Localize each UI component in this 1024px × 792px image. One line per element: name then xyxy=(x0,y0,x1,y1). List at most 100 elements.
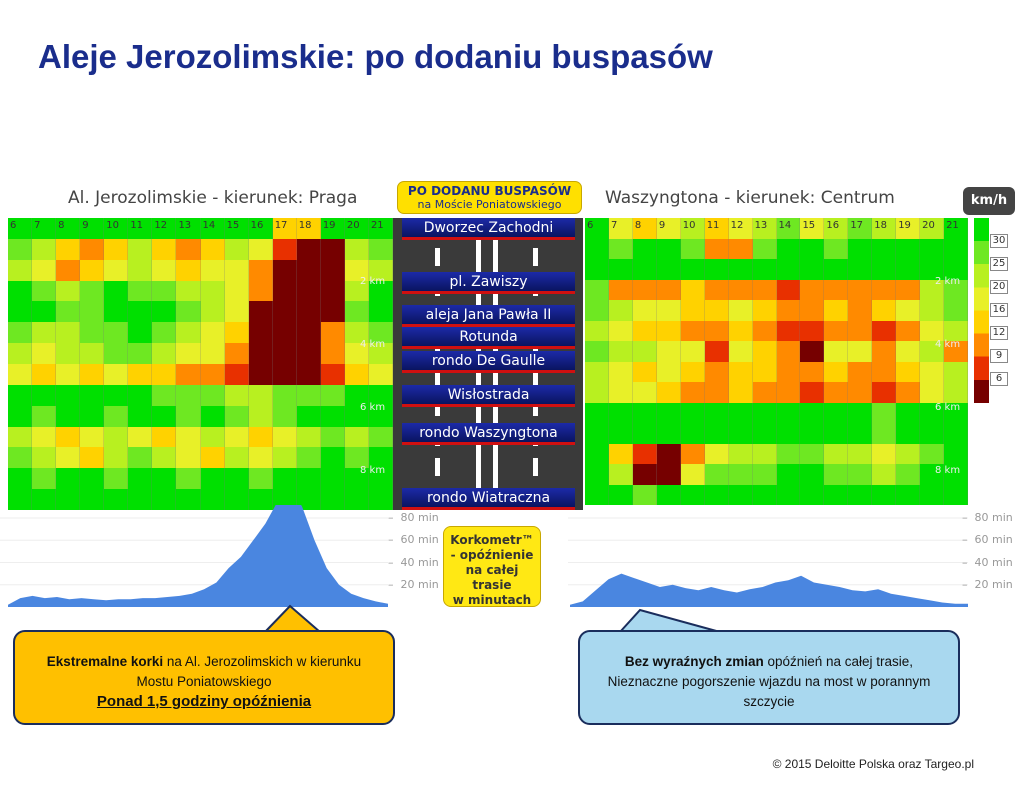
heatmap-cell xyxy=(776,402,801,423)
heatmap-cell xyxy=(800,300,825,321)
heatmap-cell xyxy=(272,384,297,406)
heatmap-cell xyxy=(632,484,657,505)
heatmap-cell xyxy=(224,364,249,385)
heatmap-cell xyxy=(608,259,633,280)
heatmap-cell xyxy=(800,279,825,300)
delay-tick-label: – 40 min xyxy=(388,555,439,569)
heatmap-cell xyxy=(104,259,129,281)
heatmap-cell xyxy=(104,280,129,302)
heatmap-cell xyxy=(32,280,57,302)
heatmap-cell xyxy=(896,464,921,485)
heatmap-cell xyxy=(32,301,57,323)
heatmap-cell xyxy=(848,382,873,403)
heatmap-cell xyxy=(224,468,249,490)
heatmap-cell xyxy=(585,484,609,505)
heatmap-cell xyxy=(344,447,369,469)
heatmap-cell xyxy=(56,364,81,385)
heatmap-cell xyxy=(872,423,897,444)
heatmap-cell xyxy=(152,468,177,490)
left-callout: Ekstremalne korki na Al. Jerozolimskich … xyxy=(13,630,395,725)
heatmap-cell xyxy=(128,218,153,239)
heatmap-cell xyxy=(80,238,105,260)
heatmap-cell xyxy=(152,218,177,239)
heatmap-cell xyxy=(80,322,105,344)
heatmap-cell xyxy=(32,426,57,448)
heatmap-cell xyxy=(632,464,657,485)
heatmap-cell xyxy=(728,300,753,321)
heatmap-cell xyxy=(728,341,753,362)
heatmap-cell xyxy=(128,259,153,281)
heatmap-cell xyxy=(872,259,897,280)
heatmap-cell xyxy=(80,280,105,302)
heatmap-cell xyxy=(608,320,633,341)
heatmap-cell xyxy=(128,301,153,323)
heatmap-cell xyxy=(200,343,225,364)
heatmap-cell xyxy=(585,402,609,423)
heatmap-cell xyxy=(680,259,705,280)
heatmap-cell xyxy=(248,259,273,281)
heatmap-cell xyxy=(585,464,609,485)
hour-tick: 17 xyxy=(274,219,288,231)
hour-tick: 7 xyxy=(610,219,618,231)
heatmap-cell xyxy=(704,320,729,341)
hour-tick: 14 xyxy=(202,219,216,231)
korkometr-line: w minutach xyxy=(452,593,532,607)
heatmap-cell xyxy=(272,238,297,260)
heatmap-cell xyxy=(344,343,369,364)
hour-tick: 12 xyxy=(730,219,744,231)
right-hour-axis: 6 7 8 9 10 11 12 13 14 15 16 17 18 19 20 21 xyxy=(585,218,968,232)
heatmap-cell xyxy=(776,238,801,259)
heatmap-cell xyxy=(224,384,249,406)
heatmap-cell xyxy=(632,402,657,423)
heatmap-cell xyxy=(224,238,249,260)
page-title: Aleje Jerozolimskie: po dodaniu buspasów xyxy=(38,38,713,75)
hour-tick: 20 xyxy=(922,219,935,231)
heatmap-cell xyxy=(176,322,201,344)
heatmap-cell xyxy=(272,468,297,490)
heatmap-cell xyxy=(800,402,825,423)
heatmap-cell xyxy=(944,341,968,362)
heatmap-cell xyxy=(152,426,177,448)
heatmap-cell xyxy=(585,423,609,444)
hour-tick: 8 xyxy=(58,219,65,231)
heatmap-cell xyxy=(248,280,273,302)
heatmap-cell xyxy=(944,464,968,485)
heatmap-cell xyxy=(128,405,153,427)
heatmap-cell xyxy=(32,405,57,427)
heatmap-cell xyxy=(8,489,33,510)
heatmap-cell xyxy=(704,484,729,505)
heatmap-cell xyxy=(824,382,849,403)
heatmap-cell xyxy=(896,341,921,362)
heatmap-cell xyxy=(368,468,393,490)
heatmap-cell xyxy=(344,384,369,406)
heatmap-cell xyxy=(320,384,345,406)
heatmap-cell xyxy=(32,489,57,510)
heatmap-cell xyxy=(32,322,57,344)
heatmap-cell xyxy=(585,341,609,362)
heatmap-cell xyxy=(248,489,273,510)
heatmap-cell xyxy=(944,423,968,444)
hour-tick: 19 xyxy=(898,219,911,231)
heatmap-cell xyxy=(800,259,825,280)
heatmap-cell xyxy=(368,405,393,427)
heatmap-cell xyxy=(152,447,177,469)
heatmap-cell xyxy=(296,280,321,302)
heatmap-cell xyxy=(320,405,345,427)
heatmap-cell xyxy=(8,364,33,385)
heatmap-cell xyxy=(656,382,681,403)
heatmap-cell xyxy=(656,361,681,382)
heatmap-cell xyxy=(920,341,945,362)
heatmap-cell xyxy=(104,384,129,406)
heatmap-cell xyxy=(152,280,177,302)
right-callout-pointer xyxy=(617,608,721,633)
heatmap-cell xyxy=(728,382,753,403)
heatmap-cell xyxy=(320,489,345,510)
heatmap-cell xyxy=(585,361,609,382)
heatmap-cell xyxy=(632,423,657,444)
heatmap-cell xyxy=(176,301,201,323)
heatmap-cell xyxy=(848,484,873,505)
heatmap-cell xyxy=(704,464,729,485)
heatmap-cell xyxy=(8,238,33,260)
heatmap-cell xyxy=(752,464,777,485)
heatmap-cell xyxy=(752,382,777,403)
